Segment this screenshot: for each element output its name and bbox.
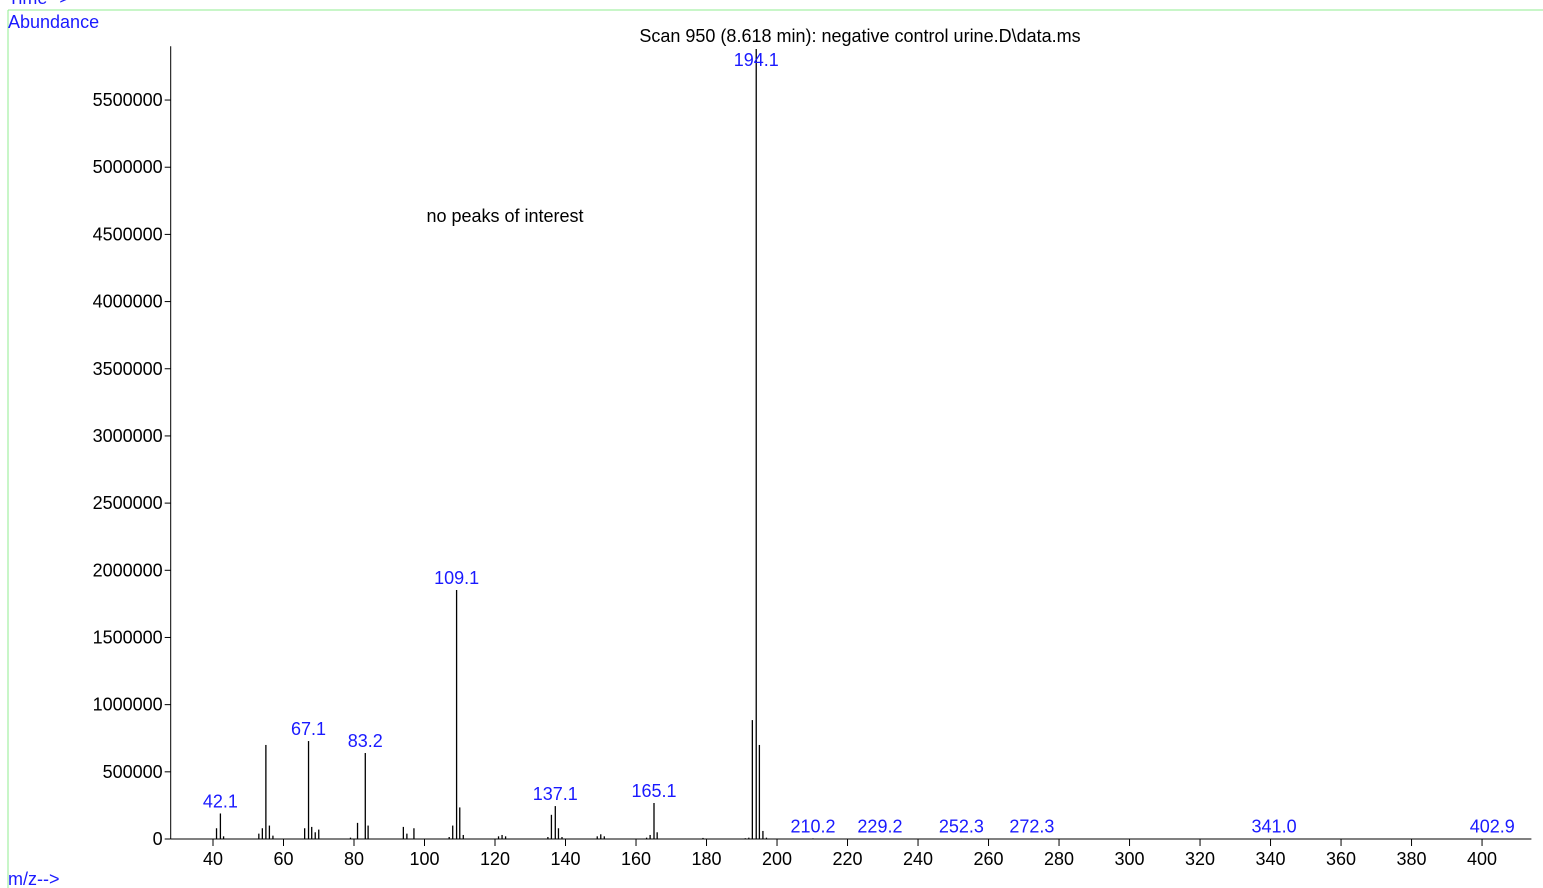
x-tick-label: 80 bbox=[344, 849, 364, 869]
peak-label: 109.1 bbox=[434, 568, 479, 588]
peak-label: 341.0 bbox=[1252, 817, 1297, 837]
peak-label: 252.3 bbox=[939, 816, 984, 836]
y-tick-label: 3500000 bbox=[93, 359, 163, 379]
x-tick-label: 280 bbox=[1044, 849, 1074, 869]
x-tick-label: 320 bbox=[1185, 849, 1215, 869]
x-tick-label: 100 bbox=[409, 849, 439, 869]
time-label: Time--> bbox=[8, 0, 70, 8]
peak-label: 210.2 bbox=[790, 816, 835, 836]
peak-label: 229.2 bbox=[857, 816, 902, 836]
x-tick-label: 340 bbox=[1256, 849, 1286, 869]
peak-label: 83.2 bbox=[348, 731, 383, 751]
x-tick-label: 380 bbox=[1397, 849, 1427, 869]
x-tick-label: 180 bbox=[691, 849, 721, 869]
annotation: no peaks of interest bbox=[426, 206, 583, 226]
peak-label: 194.1 bbox=[734, 50, 779, 70]
y-tick-label: 4500000 bbox=[93, 224, 163, 244]
y-tick-label: 5000000 bbox=[93, 157, 163, 177]
x-tick-label: 140 bbox=[550, 849, 580, 869]
x-tick-label: 60 bbox=[273, 849, 293, 869]
x-tick-label: 360 bbox=[1326, 849, 1356, 869]
x-axis-label: m/z--> bbox=[8, 869, 60, 888]
x-tick-label: 40 bbox=[203, 849, 223, 869]
y-tick-label: 500000 bbox=[103, 762, 163, 782]
x-tick-label: 260 bbox=[974, 849, 1004, 869]
x-tick-label: 120 bbox=[480, 849, 510, 869]
x-tick-label: 160 bbox=[621, 849, 651, 869]
peak-label: 402.9 bbox=[1470, 817, 1515, 837]
y-tick-label: 1500000 bbox=[93, 627, 163, 647]
y-tick-label: 5500000 bbox=[93, 90, 163, 110]
x-tick-label: 200 bbox=[762, 849, 792, 869]
peak-label: 137.1 bbox=[533, 784, 578, 804]
x-tick-label: 220 bbox=[833, 849, 863, 869]
x-tick-label: 300 bbox=[1115, 849, 1145, 869]
y-tick-label: 1000000 bbox=[93, 695, 163, 715]
y-tick-label: 2500000 bbox=[93, 493, 163, 513]
peak-label: 67.1 bbox=[291, 719, 326, 739]
y-tick-label: 0 bbox=[153, 829, 163, 849]
y-tick-label: 3000000 bbox=[93, 426, 163, 446]
y-tick-label: 4000000 bbox=[93, 292, 163, 312]
chart-title: Scan 950 (8.618 min): negative control u… bbox=[639, 26, 1080, 46]
peak-label: 165.1 bbox=[631, 781, 676, 801]
x-tick-label: 240 bbox=[903, 849, 933, 869]
x-tick-label: 400 bbox=[1467, 849, 1497, 869]
peak-label: 42.1 bbox=[203, 791, 238, 811]
y-axis-label: Abundance bbox=[8, 12, 99, 32]
y-tick-label: 2000000 bbox=[93, 560, 163, 580]
peak-label: 272.3 bbox=[1009, 816, 1054, 836]
